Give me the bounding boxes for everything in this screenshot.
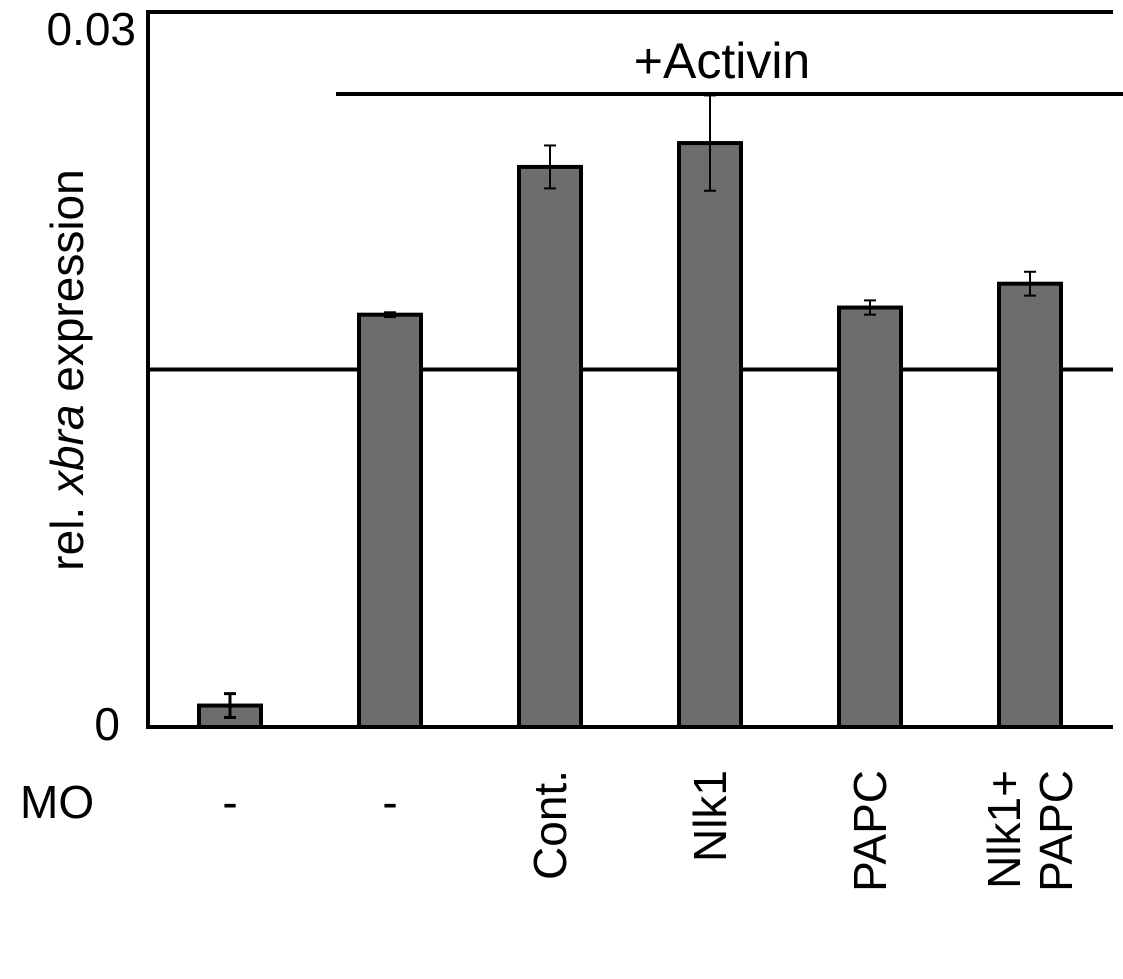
category-label-6-line-2: PAPC [1030, 770, 1082, 892]
error-bar-1 [224, 692, 236, 719]
error-bar-3 [544, 144, 556, 190]
category-label-2: - [382, 776, 397, 828]
category-label-4: Nlk1 [684, 770, 736, 862]
axis-layer: 0.03 0 rel. xbra expression +Activin MO [20, 3, 1123, 828]
category-label-3: Cont. [524, 770, 576, 880]
error-bar-6 [1024, 270, 1036, 297]
y-tick-label-max: 0.03 [46, 3, 136, 55]
category-label-1: - [222, 776, 237, 828]
mo-row-label: MO [20, 776, 94, 828]
error-bar-5 [864, 299, 876, 316]
y-axis-label-prefix: rel. [41, 494, 93, 571]
bar-2 [357, 312, 423, 729]
bar-5 [837, 305, 903, 729]
error-bar-2 [384, 311, 396, 319]
bar-layer [197, 94, 1063, 730]
bar-4 [677, 141, 743, 730]
y-axis-label-suffix: expression [41, 169, 93, 404]
treatment-label: +Activin [634, 33, 810, 89]
category-label-layer: - - Cont. Nlk1 PAPC Nlk1+ PAPC [222, 770, 1082, 892]
bar-3 [517, 164, 583, 729]
category-label-5: PAPC [844, 770, 896, 892]
y-tick-label-zero: 0 [94, 698, 120, 750]
bar-6 [997, 281, 1063, 729]
y-axis-label: rel. xbra expression [41, 169, 93, 570]
category-label-6-line-1: Nlk1+ [978, 770, 1030, 889]
y-axis-label-gene: xbra [41, 405, 93, 496]
